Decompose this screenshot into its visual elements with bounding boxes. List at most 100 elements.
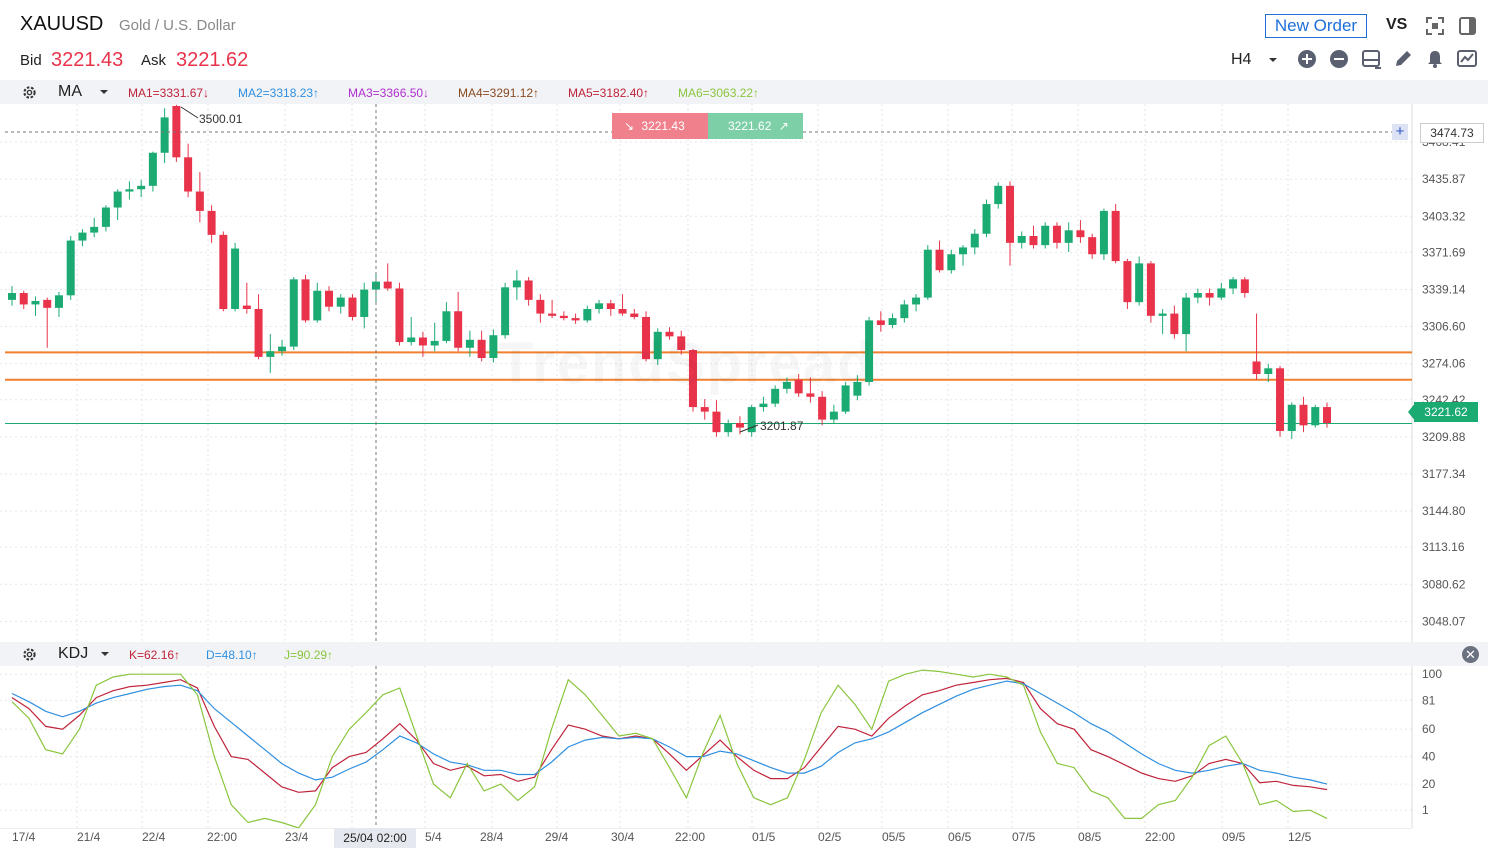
bell-icon[interactable]: [1424, 48, 1446, 70]
chevron-down-icon[interactable]: [100, 651, 110, 658]
crosshair-price-tag: 3474.73: [1420, 123, 1484, 143]
ma2-value: MA2=3318.23↑: [238, 86, 320, 100]
gear-icon[interactable]: [21, 84, 38, 101]
candle: [266, 334, 275, 373]
candle: [653, 328, 662, 365]
chevron-down-icon[interactable]: [99, 89, 109, 96]
candle: [747, 404, 756, 437]
candle: [1311, 404, 1320, 428]
candle: [1135, 256, 1144, 306]
candles: [8, 104, 1331, 440]
candle: [1276, 366, 1285, 437]
time-axis: 17/4 21/4 22/4 22:00 23/4 5/4 28/4 29/4 30/4 22:0…: [0, 828, 1412, 844]
candle: [571, 313, 580, 324]
candle: [1123, 258, 1132, 309]
ma-indicator-name[interactable]: MA: [58, 83, 82, 100]
candle: [665, 327, 674, 340]
kdj-tick-label: 100: [1422, 667, 1442, 681]
candle: [195, 172, 204, 223]
candle: [289, 277, 298, 351]
zoom-out-icon[interactable]: [1328, 48, 1350, 70]
candle: [524, 277, 533, 306]
kdj-line-d: [11, 680, 1328, 785]
close-icon[interactable]: ✕: [1462, 646, 1479, 663]
candle: [923, 245, 932, 300]
high-marker-line: [180, 106, 199, 119]
price-tick-label: 3403.32: [1422, 209, 1466, 223]
compare-vs-button[interactable]: VS: [1386, 16, 1408, 33]
gear-icon[interactable]: [21, 646, 38, 663]
buy-pill-price: 3221.62: [728, 119, 772, 133]
time-tick-label: 02/5: [818, 830, 842, 844]
kdj-grid: [0, 666, 1412, 828]
zoom-in-icon[interactable]: [1296, 48, 1318, 70]
ma-indicator-bar: MA MA1=3331.67↓ MA2=3318.23↑ MA3=3366.50…: [0, 80, 1488, 104]
time-tick-label: 08/5: [1078, 830, 1102, 844]
candle: [90, 217, 99, 238]
time-tick-label: 22:00: [1145, 830, 1175, 844]
ma5-value: MA5=3182.40↑: [568, 86, 650, 100]
candle: [618, 294, 627, 316]
candle: [959, 245, 968, 266]
bid-price: 3221.43: [51, 49, 124, 71]
new-order-button[interactable]: New Order: [1265, 14, 1367, 38]
candle: [677, 330, 686, 355]
candle: [1323, 402, 1331, 428]
low-label: 3201.87: [760, 419, 804, 433]
candle: [1287, 402, 1296, 440]
kdj-tick-label: 20: [1422, 777, 1436, 791]
kdj-chart[interactable]: 100 81 60 40 20 1: [0, 666, 1488, 828]
kdj-line-j: [11, 669, 1328, 828]
side-panel-icon[interactable]: [1459, 16, 1477, 36]
chart-settings-icon[interactable]: [1456, 48, 1478, 70]
pencil-icon[interactable]: [1392, 48, 1414, 70]
candle: [1299, 396, 1308, 433]
candle: [1193, 288, 1202, 304]
candle: [383, 263, 392, 291]
candle: [1041, 222, 1050, 249]
add-alert-plus-button[interactable]: +: [1392, 124, 1408, 140]
candle: [1217, 282, 1226, 300]
candle: [994, 182, 1003, 209]
sell-pill-price: 3221.43: [641, 119, 685, 133]
time-tick-label: 29/4: [545, 830, 569, 844]
crosshair-time-tag: 25/04 02:00: [334, 828, 416, 848]
time-tick-label: 30/4: [611, 830, 635, 844]
sell-pill[interactable]: ↘ 3221.43: [612, 113, 708, 139]
candle: [489, 329, 498, 363]
time-ticks: 17/4 21/4 22/4 22:00 23/4 5/4 28/4 29/4 30/4 22:0…: [12, 830, 1312, 844]
timeframe-select[interactable]: H4: [1231, 51, 1278, 69]
candle: [1252, 313, 1261, 380]
candle: [548, 299, 557, 319]
kdj-tick-label: 40: [1422, 750, 1436, 764]
price-chart[interactable]: 3468.413435.873403.323371.693339.143306.…: [0, 104, 1488, 642]
high-label: 3500.01: [199, 112, 243, 126]
symbol-title[interactable]: XAUUSD: [20, 13, 104, 35]
k-value: K=62.16↑: [129, 648, 181, 662]
candle: [66, 236, 75, 300]
chart-type-icon[interactable]: [1360, 48, 1382, 70]
candle: [724, 419, 733, 437]
kdj-indicator-name[interactable]: KDJ: [58, 645, 89, 662]
candle: [231, 242, 240, 312]
candle: [912, 294, 921, 312]
candle: [841, 381, 850, 414]
time-tick-label: 01/5: [752, 830, 776, 844]
candle: [700, 399, 709, 420]
fullscreen-icon[interactable]: [1425, 16, 1445, 36]
candle: [1076, 220, 1085, 243]
kdj-line-k: [11, 677, 1328, 793]
price-tick-label: 3306.60: [1422, 320, 1466, 334]
candle: [101, 205, 110, 232]
price-tick-label: 3339.14: [1422, 282, 1466, 296]
candle: [113, 189, 122, 221]
candle: [1017, 231, 1026, 249]
candle: [876, 311, 885, 332]
candle: [313, 282, 322, 323]
candle: [818, 391, 827, 426]
candle: [1099, 208, 1108, 260]
price-tick-label: 3080.62: [1422, 577, 1466, 591]
watermark: TrendSpread: [498, 330, 875, 397]
buy-pill[interactable]: 3221.62 ↗: [708, 113, 803, 139]
price-tick-label: 3435.87: [1422, 172, 1466, 186]
